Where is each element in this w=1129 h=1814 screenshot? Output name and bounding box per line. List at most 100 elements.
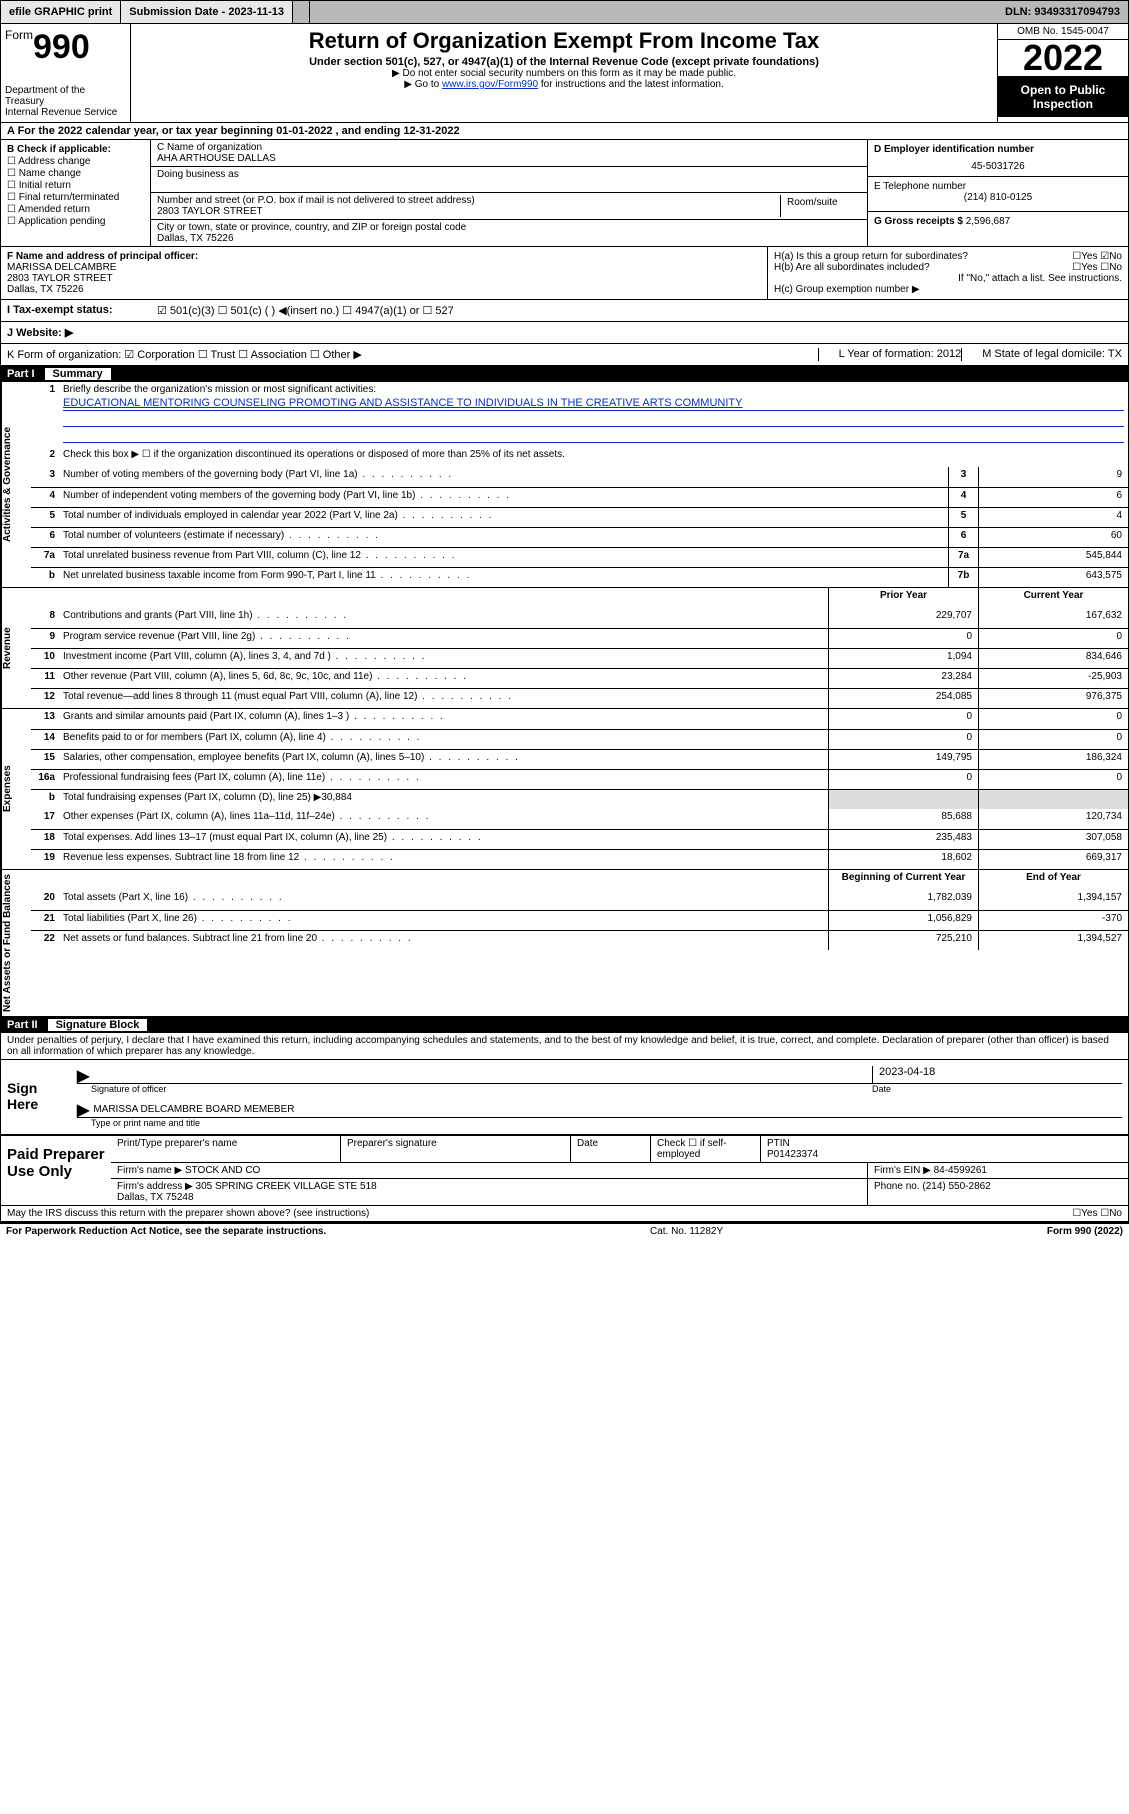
- line-current: 307,058: [978, 830, 1128, 849]
- line16b-desc: Total fundraising expenses (Part IX, col…: [59, 790, 828, 809]
- line-current: 0: [978, 770, 1128, 789]
- room-suite-label: Room/suite: [781, 195, 861, 217]
- tax-exempt-options[interactable]: ☑ 501(c)(3) ☐ 501(c) ( ) ◀(insert no.) ☐…: [157, 304, 454, 317]
- line-desc: Number of independent voting members of …: [59, 488, 948, 507]
- cat-no: Cat. No. 11282Y: [650, 1226, 723, 1237]
- prep-sig-hdr: Preparer's signature: [341, 1136, 571, 1162]
- line-prior: 1,056,829: [828, 911, 978, 930]
- chk-final-return[interactable]: Final return/terminated: [7, 192, 144, 203]
- part1-title: Summary: [45, 368, 111, 380]
- officer-print-name: MARISSA DELCAMBRE BOARD MEMEBER: [93, 1100, 1122, 1117]
- prep-ptin: PTIN P01423374: [761, 1136, 1128, 1162]
- paid-preparer-section: Paid Preparer Use Only Print/Type prepar…: [1, 1136, 1128, 1206]
- irs-discuss-row: May the IRS discuss this return with the…: [1, 1206, 1128, 1223]
- table-row: 15Salaries, other compensation, employee…: [31, 749, 1128, 769]
- line-prior: 85,688: [828, 809, 978, 829]
- page-footer: For Paperwork Reduction Act Notice, see …: [0, 1224, 1129, 1239]
- table-row: 6Total number of volunteers (estimate if…: [31, 527, 1128, 547]
- firm-name: Firm's name ▶ STOCK AND CO: [111, 1163, 868, 1178]
- sig-officer-label: Signature of officer: [77, 1084, 872, 1094]
- table-row: 18Total expenses. Add lines 13–17 (must …: [31, 829, 1128, 849]
- line-num: 18: [31, 830, 59, 849]
- col-b-checkboxes: B Check if applicable: Address change Na…: [1, 140, 151, 246]
- beg-year-hdr: Beginning of Current Year: [828, 870, 978, 890]
- line-prior: 23,284: [828, 669, 978, 688]
- line-current: 167,632: [978, 608, 1128, 628]
- line-val: 6: [978, 488, 1128, 507]
- org-name-label: C Name of organization: [157, 142, 861, 153]
- line-num: 15: [31, 750, 59, 769]
- irs-discuss-answer[interactable]: ☐Yes ☐No: [1072, 1208, 1122, 1219]
- line-current: 1,394,157: [978, 890, 1128, 910]
- gross-receipts-label: G Gross receipts $: [874, 216, 963, 227]
- section-revenue: Revenue Prior Year Current Year 8Contrib…: [1, 588, 1128, 709]
- line-box: 6: [948, 528, 978, 547]
- line-val: 9: [978, 467, 1128, 487]
- hb-answer[interactable]: ☐Yes ☐No: [1072, 262, 1122, 273]
- line-desc: Total number of individuals employed in …: [59, 508, 948, 527]
- row-k-org-form: K Form of organization: ☑ Corporation ☐ …: [1, 344, 1128, 366]
- state-domicile: M State of legal domicile: TX: [961, 348, 1122, 361]
- table-row: 13Grants and similar amounts paid (Part …: [31, 709, 1128, 729]
- line-desc: Grants and similar amounts paid (Part IX…: [59, 709, 828, 729]
- line-num: 13: [31, 709, 59, 729]
- vtab-revenue: Revenue: [1, 588, 31, 708]
- chk-initial-return[interactable]: Initial return: [7, 180, 144, 191]
- firm-phone: Phone no. (214) 550-2862: [868, 1179, 1128, 1205]
- section-netassets: Net Assets or Fund Balances Beginning of…: [1, 870, 1128, 1017]
- line-num: 5: [31, 508, 59, 527]
- firm-ein: Firm's EIN ▶ 84-4599261: [868, 1163, 1128, 1178]
- mission-blank2: [63, 429, 1124, 443]
- part2-title: Signature Block: [48, 1019, 148, 1031]
- current-year-hdr: Current Year: [978, 588, 1128, 608]
- line-num: 9: [31, 629, 59, 648]
- line1-label: Briefly describe the organization's miss…: [63, 384, 1124, 395]
- part2-no: Part II: [7, 1019, 48, 1031]
- table-row: 9Program service revenue (Part VIII, lin…: [31, 628, 1128, 648]
- line-box: 5: [948, 508, 978, 527]
- col-deg: D Employer identification number 45-5031…: [868, 140, 1128, 246]
- line-desc: Professional fundraising fees (Part IX, …: [59, 770, 828, 789]
- line-prior: 254,085: [828, 689, 978, 708]
- prep-date-hdr: Date: [571, 1136, 651, 1162]
- line-prior: 0: [828, 730, 978, 749]
- addr-label: Number and street (or P.O. box if mail i…: [157, 195, 780, 206]
- chk-name-change[interactable]: Name change: [7, 168, 144, 179]
- line-box: 4: [948, 488, 978, 507]
- org-form-options[interactable]: K Form of organization: ☑ Corporation ☐ …: [7, 348, 362, 361]
- line-num: 17: [31, 809, 59, 829]
- open-to-public: Open to Public Inspection: [998, 77, 1128, 117]
- line16b-num: b: [31, 790, 59, 809]
- ein-value: 45-5031726: [874, 155, 1122, 172]
- line1-num: 1: [31, 382, 59, 447]
- tax-year: 2022: [998, 40, 1128, 77]
- line-desc: Benefits paid to or for members (Part IX…: [59, 730, 828, 749]
- print-name-label: Type or print name and title: [77, 1118, 1122, 1128]
- part1-no: Part I: [7, 368, 45, 380]
- prep-self-emp[interactable]: Check ☐ if self-employed: [651, 1136, 761, 1162]
- mission-blank1: [63, 413, 1124, 427]
- line-desc: Number of voting members of the governin…: [59, 467, 948, 487]
- sig-date-label: Date: [872, 1084, 1122, 1094]
- form-word: Form: [5, 28, 33, 42]
- chk-application-pending[interactable]: Application pending: [7, 216, 144, 227]
- chk-address-change[interactable]: Address change: [7, 156, 144, 167]
- prior-year-hdr: Prior Year: [828, 588, 978, 608]
- line-current: 0: [978, 730, 1128, 749]
- part1-header: Part I Summary: [1, 366, 1128, 382]
- line-prior: 0: [828, 709, 978, 729]
- ha-answer[interactable]: ☐Yes ☑No: [1072, 251, 1122, 262]
- line-desc: Other expenses (Part IX, column (A), lin…: [59, 809, 828, 829]
- line-val: 643,575: [978, 568, 1128, 587]
- top-toolbar: efile GRAPHIC print Submission Date - 20…: [0, 0, 1129, 24]
- form-footer-id: Form 990 (2022): [1047, 1226, 1123, 1237]
- line-num: 20: [31, 890, 59, 910]
- irs-discuss-text: May the IRS discuss this return with the…: [7, 1208, 1072, 1219]
- submission-date-button[interactable]: Submission Date - 2023-11-13: [121, 1, 293, 23]
- paperwork-notice: For Paperwork Reduction Act Notice, see …: [6, 1226, 326, 1237]
- irs-link[interactable]: www.irs.gov/Form990: [442, 79, 538, 90]
- gross-receipts-value: 2,596,687: [966, 216, 1011, 227]
- chk-amended-return[interactable]: Amended return: [7, 204, 144, 215]
- efile-print-button[interactable]: efile GRAPHIC print: [1, 1, 121, 23]
- table-row: 19Revenue less expenses. Subtract line 1…: [31, 849, 1128, 869]
